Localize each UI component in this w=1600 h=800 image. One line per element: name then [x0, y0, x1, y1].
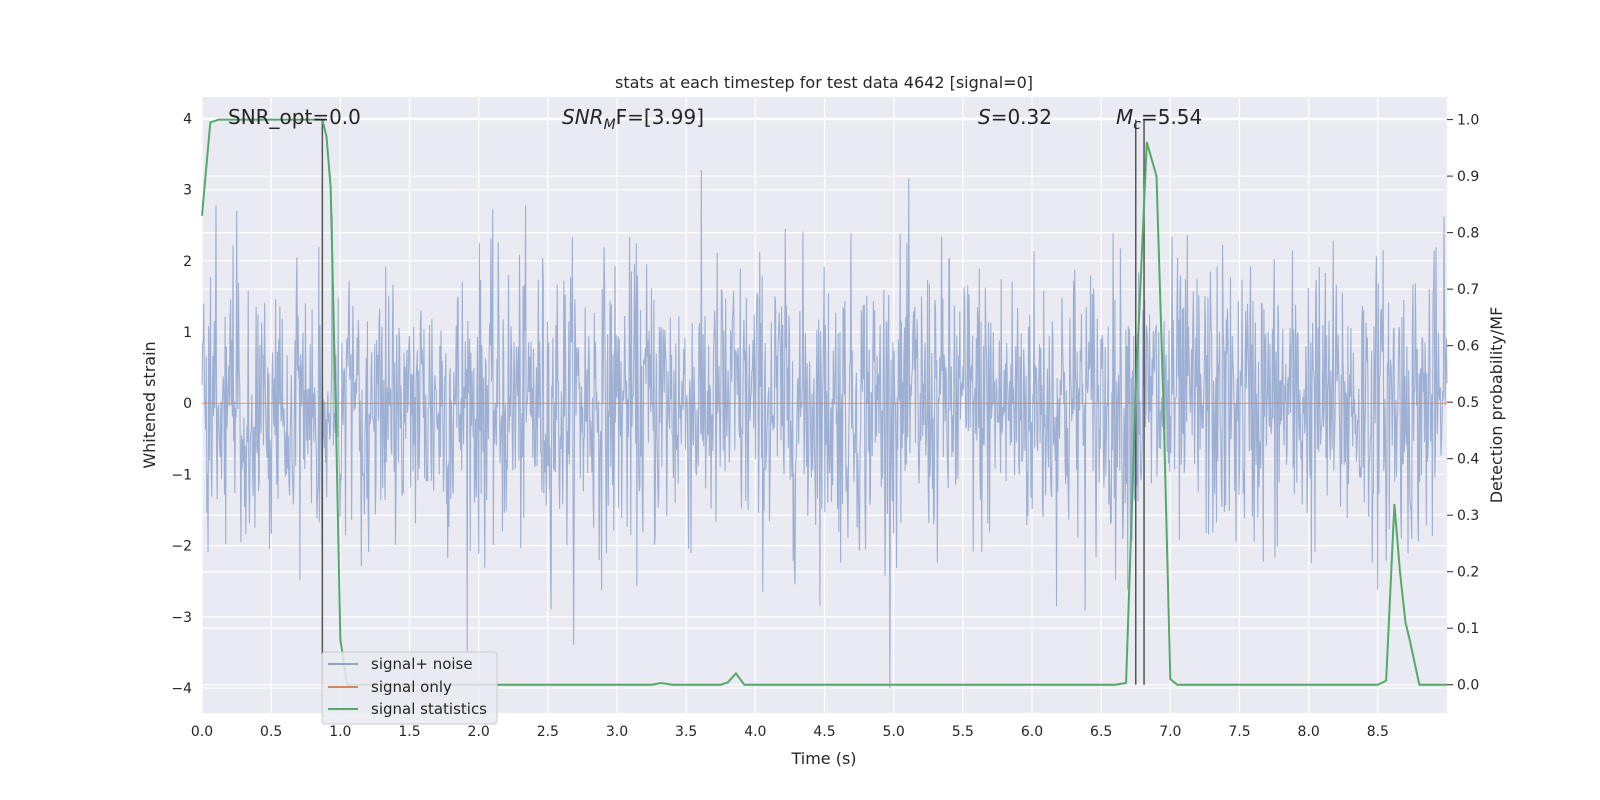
- x-tick-label: 5.0: [883, 724, 905, 740]
- y-right-tick-label: 0.2: [1457, 565, 1479, 581]
- legend-label-signal-only: signal only: [371, 678, 452, 696]
- legend: signal+ noise signal only signal statist…: [321, 651, 498, 725]
- signal-statistics-series: [201, 118, 1447, 686]
- x-tick-label: 5.5: [952, 724, 974, 740]
- y-right-tick-label: 0.0: [1457, 678, 1479, 694]
- y-right-tick-label: 0.7: [1457, 282, 1479, 298]
- chart-title: stats at each timestep for test data 464…: [615, 73, 1033, 92]
- signal-statistics-line: [201, 118, 1447, 686]
- y-left-tick-label: 2: [183, 254, 192, 270]
- annotation-snr-mf: SNRMF=[3.99]: [562, 105, 704, 133]
- x-axis-ticks: 0.0 0.5 1.0 1.5 2.0 2.5 3.0 3.5 4.0 4.5 5.0 5.5 6.0 6…: [191, 724, 1389, 740]
- y-left-tick-label: 0: [183, 396, 192, 412]
- x-tick-label: 3.5: [675, 724, 697, 740]
- y-left-tick-label: 1: [183, 325, 192, 341]
- y-left-axis-label: Whitened strain: [140, 341, 159, 468]
- x-tick-label: 1.0: [329, 724, 351, 740]
- legend-box: [321, 651, 498, 725]
- y-right-tick-label: 0.8: [1457, 226, 1479, 242]
- y-left-tick-label: −4: [171, 681, 192, 697]
- x-tick-label: 0.0: [191, 724, 213, 740]
- y-right-tick-label: 0.6: [1457, 339, 1479, 355]
- x-tick-label: 3.0: [606, 724, 628, 740]
- y-left-tick-label: −2: [171, 539, 192, 555]
- y-left-axis-ticks: −4 −3 −2 −1 0 1 2 3 4: [171, 111, 192, 697]
- y-left-tick-label: 3: [183, 183, 192, 199]
- y-left-tick-label: −3: [171, 610, 192, 626]
- y-right-axis-label: Detection probability/MF: [1487, 307, 1506, 504]
- x-tick-label: 2.5: [537, 724, 559, 740]
- annotation-snr-opt: SNR_opt=0.0: [228, 105, 361, 129]
- y-right-tick-label: 0.1: [1457, 621, 1479, 637]
- y-right-tick-label: 1.0: [1457, 113, 1479, 129]
- x-tick-label: 6.0: [1021, 724, 1043, 740]
- x-tick-label: 1.5: [398, 724, 420, 740]
- noise-line: [201, 169, 1448, 689]
- y-right-tick-label: 0.9: [1457, 169, 1479, 185]
- noise-series: [201, 169, 1448, 689]
- y-left-tick-label: 4: [183, 111, 192, 127]
- y-right-tick-label: 0.4: [1457, 452, 1479, 468]
- legend-label-signal-statistics: signal statistics: [371, 700, 487, 718]
- y-left-tick-label: −1: [171, 467, 192, 483]
- annotation-mc: Mc=5.54: [1116, 105, 1202, 133]
- x-tick-label: 7.5: [1228, 724, 1250, 740]
- x-tick-label: 4.5: [813, 724, 835, 740]
- y-right-tick-label: 0.5: [1457, 395, 1479, 411]
- x-tick-label: 4.0: [744, 724, 766, 740]
- x-tick-label: 8.0: [1298, 724, 1320, 740]
- annotation-s: S=0.32: [978, 105, 1052, 129]
- legend-label-noise: signal+ noise: [371, 655, 473, 673]
- x-tick-label: 8.5: [1367, 724, 1389, 740]
- x-tick-label: 6.5: [1090, 724, 1112, 740]
- y-right-tick-label: 0.3: [1457, 508, 1479, 524]
- annotations: SNR_opt=0.0 SNRMF=[3.99] S=0.32 Mc=5.54: [228, 105, 1202, 133]
- x-tick-label: 7.0: [1159, 724, 1181, 740]
- x-axis-label: Time (s): [790, 749, 856, 768]
- x-tick-label: 2.0: [468, 724, 490, 740]
- x-tick-label: 0.5: [260, 724, 282, 740]
- y-right-axis-ticks: 0.0 0.1 0.2 0.3 0.4 0.5 0.6 0.7 0.8 0.9 1.0: [1447, 113, 1479, 694]
